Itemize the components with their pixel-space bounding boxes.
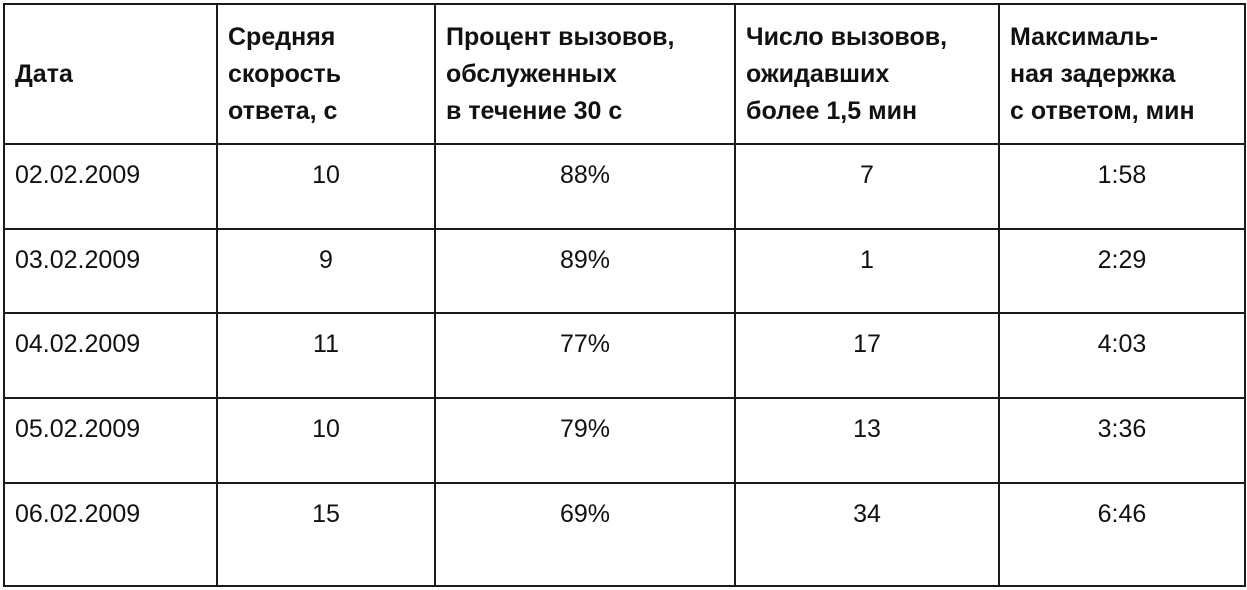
header-percent-served-30s: Процент вызовов, обслуженных в течение 3… xyxy=(434,3,736,145)
avg-speed-cell: 11 xyxy=(216,312,436,400)
table-row: 06.02.2009 15 69% 34 6:46 xyxy=(3,481,1246,588)
avg-speed-cell: 9 xyxy=(216,227,436,315)
header-avg-answer-speed: Средняя скорость ответа, с xyxy=(216,3,436,145)
max-delay-cell: 1:58 xyxy=(998,143,1246,230)
calls-waited-cell: 17 xyxy=(734,312,1000,400)
header-row: Дата Средняя скорость ответа, с Процент … xyxy=(3,3,1246,145)
table-row: 04.02.2009 11 77% 17 4:03 xyxy=(3,312,1246,400)
percent-served-cell: 77% xyxy=(434,312,736,400)
table-header: Дата Средняя скорость ответа, с Процент … xyxy=(3,3,1246,145)
max-delay-cell: 3:36 xyxy=(998,397,1246,484)
call-stats-table: Дата Средняя скорость ответа, с Процент … xyxy=(3,3,1246,588)
avg-speed-cell: 15 xyxy=(216,481,436,588)
avg-speed-cell: 10 xyxy=(216,143,436,230)
percent-served-cell: 79% xyxy=(434,397,736,484)
max-delay-cell: 2:29 xyxy=(998,227,1246,315)
calls-waited-cell: 7 xyxy=(734,143,1000,230)
percent-served-cell: 88% xyxy=(434,143,736,230)
header-calls-waited-over-1-5-min: Число вызовов, ожидавших более 1,5 мин xyxy=(734,3,1000,145)
table-row: 05.02.2009 10 79% 13 3:36 xyxy=(3,397,1246,484)
header-max-answer-delay: Максималь- ная задержка с ответом, мин xyxy=(998,3,1246,145)
table-row: 03.02.2009 9 89% 1 2:29 xyxy=(3,227,1246,315)
avg-speed-cell: 10 xyxy=(216,397,436,484)
calls-waited-cell: 34 xyxy=(734,481,1000,588)
date-cell: 02.02.2009 xyxy=(3,143,218,230)
date-cell: 04.02.2009 xyxy=(3,312,218,400)
date-cell: 03.02.2009 xyxy=(3,227,218,315)
header-date: Дата xyxy=(3,3,218,145)
max-delay-cell: 4:03 xyxy=(998,312,1246,400)
percent-served-cell: 89% xyxy=(434,227,736,315)
calls-waited-cell: 1 xyxy=(734,227,1000,315)
date-cell: 05.02.2009 xyxy=(3,397,218,484)
max-delay-cell: 6:46 xyxy=(998,481,1246,588)
date-cell: 06.02.2009 xyxy=(3,481,218,588)
table-body: 02.02.2009 10 88% 7 1:58 03.02.2009 9 89… xyxy=(3,143,1246,588)
table-row: 02.02.2009 10 88% 7 1:58 xyxy=(3,143,1246,230)
calls-waited-cell: 13 xyxy=(734,397,1000,484)
percent-served-cell: 69% xyxy=(434,481,736,588)
